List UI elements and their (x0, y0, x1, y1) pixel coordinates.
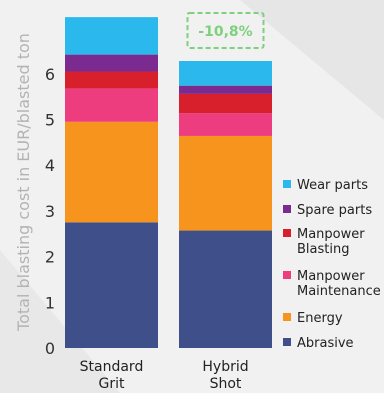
legend-swatch (283, 205, 291, 213)
bar-segment-wear-parts (179, 61, 272, 86)
annotation: -10,8% (186, 12, 265, 49)
y-tick-label: 0 (45, 339, 55, 358)
legend-swatch (283, 229, 291, 237)
y-tick-label: 5 (45, 111, 55, 130)
bar-segment-spare-parts (65, 54, 158, 72)
legend-label: Blasting (297, 242, 349, 257)
bar-segment-energy (179, 135, 272, 231)
y-axis-label: Total blasting cost in EUR/blasted ton (14, 33, 33, 332)
y-tick-label: 6 (45, 65, 55, 84)
legend-swatch (283, 313, 291, 321)
y-tick-label: 4 (45, 156, 55, 175)
bar-segment-manpower-maintenance (179, 113, 272, 136)
legend-label: Spare parts (297, 203, 372, 218)
bars (65, 17, 272, 348)
y-tick-label: 2 (45, 248, 55, 267)
y-tick-label: 3 (45, 202, 55, 221)
y-axis-ticks: 0 1 2 3 4 5 6 (45, 65, 55, 358)
category-label: Grit (99, 376, 125, 392)
y-tick-label: 1 (45, 293, 55, 312)
category-label: Hybrid (202, 359, 248, 375)
annotation-box (186, 12, 265, 49)
bar-segment-manpower-blasting (179, 93, 272, 114)
legend-label: Manpower (297, 227, 365, 242)
bar-segment-abrasive (179, 230, 272, 348)
category-label: Shot (210, 376, 242, 392)
legend-label: Energy (297, 311, 343, 326)
legend-label: Maintenance (297, 284, 381, 299)
bar-segment-wear-parts (65, 17, 158, 55)
bar-segment-manpower-blasting (65, 71, 158, 89)
annotation-text: -10,8% (198, 24, 252, 40)
legend-label: Wear parts (297, 178, 368, 193)
legend-label: Abrasive (297, 336, 354, 351)
bar-segment-energy (65, 121, 158, 223)
legend-label: Manpower (297, 269, 365, 284)
bar-segment-abrasive (65, 222, 158, 348)
legend-swatch (283, 338, 291, 346)
legend-swatch (283, 180, 291, 188)
category-label: Standard (80, 359, 144, 375)
legend-swatch (283, 271, 291, 279)
bar-segment-manpower-maintenance (65, 88, 158, 122)
bar-segment-spare-parts (179, 85, 272, 94)
